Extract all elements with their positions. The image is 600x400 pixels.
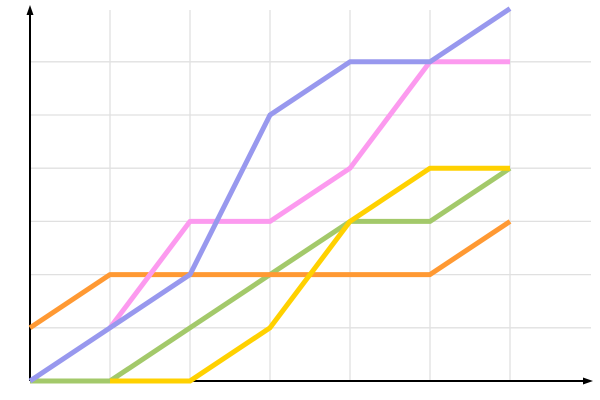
series-line-orange <box>28 219 512 330</box>
series-lines <box>28 6 512 384</box>
series-line-pink <box>108 59 510 330</box>
series-line-blue <box>28 6 512 384</box>
series-line-yellow <box>110 165 510 384</box>
y-axis-arrow <box>26 5 34 15</box>
x-axis-arrow <box>583 377 593 385</box>
